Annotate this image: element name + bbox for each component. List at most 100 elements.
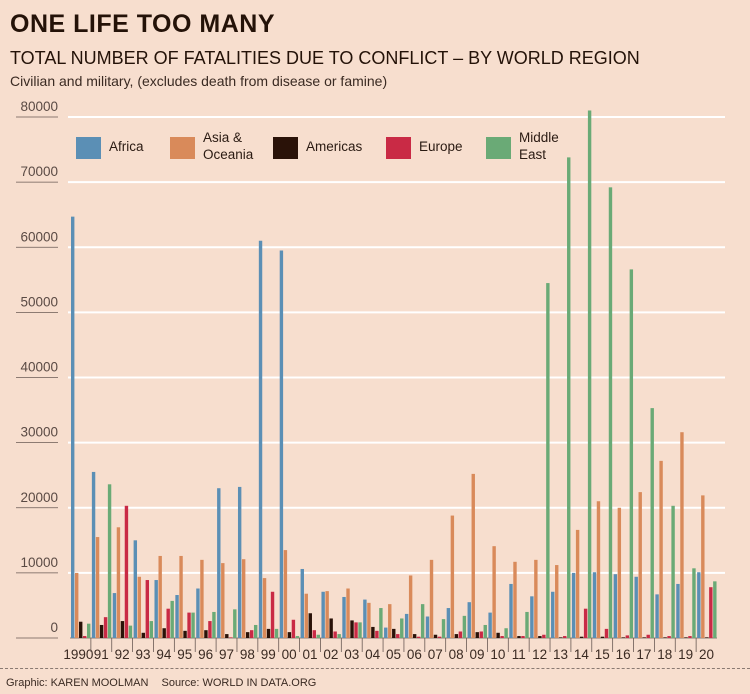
bar-middle-east-05 xyxy=(400,618,404,638)
bar-asia-oceania-92 xyxy=(116,527,121,638)
x-tick-label: 97 xyxy=(219,647,234,662)
bar-americas-03 xyxy=(350,620,354,638)
bar-americas-10 xyxy=(496,632,500,638)
bar-middle-east-19 xyxy=(692,568,696,638)
bar-asia-oceania-95 xyxy=(179,555,183,638)
bar-africa-02 xyxy=(321,591,325,638)
bar-americas-91 xyxy=(99,624,104,638)
bar-asia-oceania-11 xyxy=(513,561,517,638)
x-tick-label: 96 xyxy=(198,647,213,662)
bar-middle-east-94 xyxy=(170,600,174,638)
bar-asia-oceania-17 xyxy=(638,492,642,638)
bar-europe-91 xyxy=(103,617,108,638)
bar-europe-09 xyxy=(479,631,483,638)
bar-europe-13 xyxy=(563,636,567,638)
bar-middle-east-13 xyxy=(567,157,571,638)
bar-americas-98 xyxy=(245,632,250,638)
bar-europe-95 xyxy=(187,612,191,638)
bar-middle-east-12 xyxy=(546,283,550,638)
bar-middle-east-06 xyxy=(420,604,425,638)
chart-subtitle: TOTAL NUMBER OF FATALITIES DUE TO CONFLI… xyxy=(10,48,640,68)
bar-europe-11 xyxy=(521,636,525,638)
bar-middle-east-14 xyxy=(587,110,592,639)
bar-africa-20 xyxy=(697,572,701,638)
bar-americas-99 xyxy=(266,628,271,638)
legend-label: Africa xyxy=(109,139,144,154)
bar-americas-02 xyxy=(329,618,333,638)
y-tick-label: 80000 xyxy=(20,99,58,114)
legend-swatch-europe xyxy=(386,137,411,159)
bar-africa-94 xyxy=(154,580,158,638)
bar-africa-06 xyxy=(404,613,409,638)
x-tick-label: 07 xyxy=(428,647,443,662)
bar-europe-1990 xyxy=(83,636,87,638)
bar-africa-04 xyxy=(363,599,367,638)
bar-europe-10 xyxy=(500,636,504,638)
bar-middle-east-00 xyxy=(295,636,300,638)
bar-europe-94 xyxy=(166,608,170,638)
bar-asia-oceania-91 xyxy=(95,537,100,638)
bar-africa-97 xyxy=(217,488,221,638)
bar-africa-11 xyxy=(509,583,513,638)
bar-asia-oceania-05 xyxy=(388,604,392,638)
x-tick-label: 05 xyxy=(386,647,401,662)
legend: Africa Asia & Oceania Americas Europe Middle E… xyxy=(76,130,559,162)
bar-europe-93 xyxy=(145,580,150,638)
bar-africa-12 xyxy=(530,596,534,638)
bar-asia-oceania-12 xyxy=(534,559,538,638)
x-tick-label: 91 xyxy=(94,647,109,662)
y-tick-label: 30000 xyxy=(20,425,58,440)
bar-africa-91 xyxy=(91,471,96,638)
bar-europe-14 xyxy=(583,608,588,638)
bar-middle-east-08 xyxy=(462,615,467,638)
x-tick-label: 02 xyxy=(323,647,338,662)
x-tick-label: 10 xyxy=(490,647,505,662)
bar-europe-99 xyxy=(270,591,275,638)
bar-middle-east-10 xyxy=(504,628,508,638)
x-tick-label: 09 xyxy=(469,647,484,662)
legend-swatch-middle-east xyxy=(486,137,511,159)
bar-americas-92 xyxy=(120,621,125,638)
bar-asia-oceania-93 xyxy=(137,576,142,638)
footer-graphic-credit: Graphic: KAREN MOOLMAN xyxy=(6,677,149,689)
bar-americas-04 xyxy=(371,626,375,638)
bar-africa-95 xyxy=(175,595,179,638)
x-tick-label: 04 xyxy=(365,647,381,662)
bar-europe-12 xyxy=(542,634,546,638)
bar-americas-00 xyxy=(287,632,292,638)
x-tick-label: 15 xyxy=(595,647,610,662)
bar-asia-oceania-09 xyxy=(471,473,475,638)
y-tick-label: 20000 xyxy=(20,490,58,505)
bar-europe-97 xyxy=(229,637,233,638)
bar-asia-oceania-18 xyxy=(659,460,663,638)
legend-label: Americas xyxy=(306,139,363,154)
bar-europe-17 xyxy=(646,634,650,638)
bar-asia-oceania-13 xyxy=(555,565,559,638)
x-tick-label: 98 xyxy=(240,647,255,662)
bar-africa-99 xyxy=(258,240,263,639)
bar-americas-20 xyxy=(705,637,709,638)
bar-americas-01 xyxy=(308,613,312,638)
x-tick-label: 16 xyxy=(616,647,631,662)
bar-americas-95 xyxy=(183,630,187,638)
bar-africa-05 xyxy=(384,627,388,638)
gridlines xyxy=(68,116,725,639)
bar-europe-06 xyxy=(416,636,421,638)
bar-americas-09 xyxy=(475,632,479,638)
bar-asia-oceania-15 xyxy=(596,501,601,638)
bar-africa-03 xyxy=(342,596,346,638)
x-tick-label: 1990 xyxy=(63,647,93,662)
bar-middle-east-99 xyxy=(274,628,279,638)
bar-africa-00 xyxy=(279,250,284,638)
x-tick-label: 20 xyxy=(699,647,714,662)
bar-middle-east-98 xyxy=(253,624,258,638)
bar-africa-96 xyxy=(196,588,200,638)
bar-americas-06 xyxy=(412,634,417,638)
bar-asia-oceania-01 xyxy=(304,593,308,638)
bar-europe-03 xyxy=(354,622,358,638)
bar-africa-01 xyxy=(300,568,304,638)
x-tick-label: 19 xyxy=(678,647,693,662)
y-axis: 0 10000 20000 30000 40000 50000 60000 70000 8000… xyxy=(16,99,58,639)
bar-europe-08 xyxy=(458,631,463,638)
